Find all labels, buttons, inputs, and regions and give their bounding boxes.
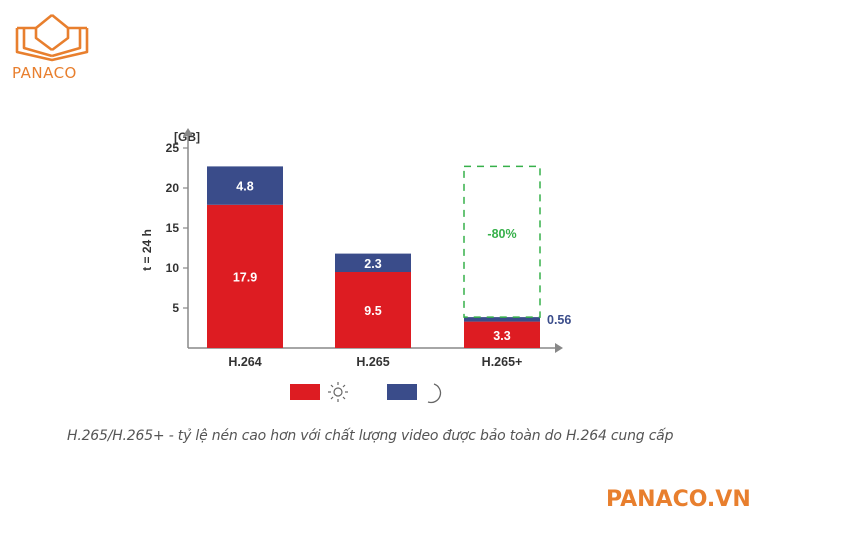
sun-icon [328, 382, 348, 402]
chart-caption: H.265/H.265+ - tỷ lệ nén cao hơn với chấ… [67, 428, 674, 444]
x-tick-label: H.265+ [482, 355, 523, 369]
bar-value-label: 17.9 [233, 270, 257, 284]
bar-value-label: 3.3 [493, 329, 510, 343]
reduction-label: -80% [487, 227, 516, 241]
brand-name: PANACO [12, 64, 77, 82]
y-tick-label: 5 [172, 301, 179, 315]
bar-day [335, 272, 411, 348]
x-axis-arrow [555, 343, 563, 353]
y-axis-title: t = 24 h [140, 229, 154, 271]
bar-day [207, 204, 283, 348]
x-tick-label: H.264 [228, 355, 261, 369]
legend-night-swatch [387, 384, 417, 400]
y-tick-label: 10 [166, 261, 180, 275]
website-label: PANACO.VN [606, 487, 751, 512]
bar-value-label: 2.3 [364, 257, 381, 271]
bar-value-label: 4.8 [236, 180, 253, 194]
moon-icon [427, 383, 442, 404]
y-unit-label: [GB] [174, 130, 200, 144]
bar-day [464, 321, 540, 348]
storage-chart: [GB] t = 24 h 5 10 15 20 25 17.9 4.8 9.5 2.3 3.3… [140, 128, 571, 404]
bar-night [464, 317, 540, 322]
y-tick-label: 25 [166, 141, 180, 155]
open-book-house-icon [15, 13, 89, 62]
legend-day-swatch [290, 384, 320, 400]
brand-logo: PANACO [12, 12, 92, 82]
bar-value-label: 0.56 [547, 313, 571, 327]
reduction-box [463, 165, 541, 318]
bar-night [207, 166, 283, 205]
bar-value-label: 9.5 [364, 304, 381, 318]
x-tick-label: H.265 [356, 355, 389, 369]
bar-night [335, 253, 411, 272]
y-axis-arrow [183, 128, 193, 136]
y-tick-label: 15 [166, 221, 180, 235]
y-tick-label: 20 [166, 181, 180, 195]
